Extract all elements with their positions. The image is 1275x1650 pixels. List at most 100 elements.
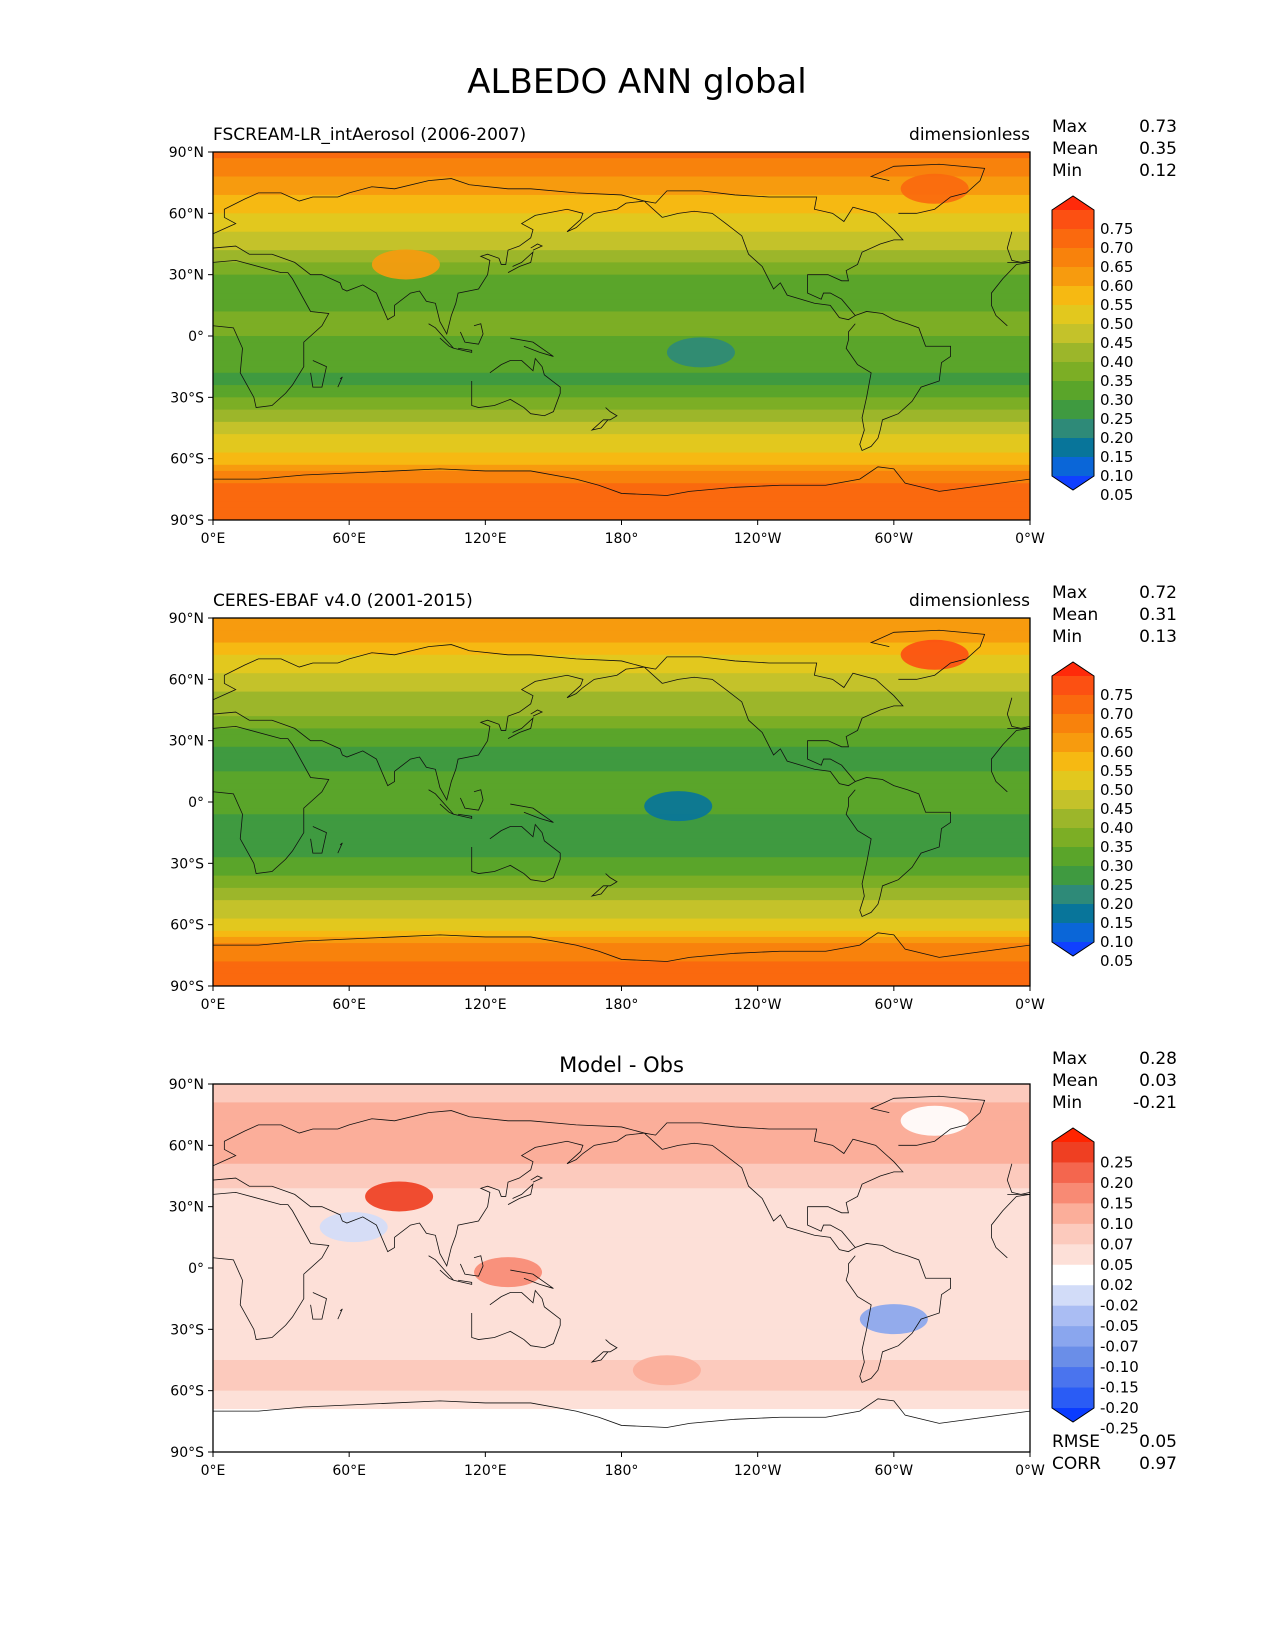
zonal-band xyxy=(213,648,1030,656)
zonal-band xyxy=(213,710,1030,717)
zonal-band xyxy=(213,1360,1030,1367)
coastline xyxy=(507,251,534,273)
zonal-band xyxy=(213,1200,1030,1208)
colorbar-tick-label: 0.35 xyxy=(1100,838,1133,856)
colorbar-tick-label: 0.45 xyxy=(1100,800,1133,818)
colorbar-segment xyxy=(1052,923,1094,943)
zonal-band xyxy=(213,1427,1030,1435)
zonal-band xyxy=(213,428,1030,435)
zonal-band xyxy=(213,1114,1030,1122)
colorbar-tick-label: 0.25 xyxy=(1100,1153,1133,1171)
zonal-band xyxy=(213,1286,1030,1294)
zonal-band xyxy=(213,225,1030,233)
zonal-band xyxy=(213,808,1030,815)
coastline xyxy=(845,777,951,918)
zonal-band xyxy=(213,391,1030,398)
coastline xyxy=(213,1191,330,1340)
zonal-band xyxy=(213,440,1030,447)
zonal-band xyxy=(213,366,1030,374)
colorbar-tick-label: 0.45 xyxy=(1100,334,1133,352)
region-greenland xyxy=(900,1105,969,1136)
zonal-band xyxy=(213,691,1030,699)
colorbar-tick-label: 0.05 xyxy=(1100,1256,1133,1274)
zonal-band xyxy=(213,832,1030,840)
stat-value-min: 0.13 xyxy=(1139,627,1177,647)
zonal-band xyxy=(213,881,1030,889)
colorbar-segment xyxy=(1052,752,1094,772)
zonal-band xyxy=(213,1445,1030,1452)
zonal-band xyxy=(213,342,1030,349)
colorbar-segment xyxy=(1052,286,1094,306)
xtick-label: 180° xyxy=(605,531,639,547)
zonal-band xyxy=(213,789,1030,797)
ytick-label: 0° xyxy=(188,1261,204,1277)
colorbar-segment xyxy=(1052,1223,1094,1245)
colorbar-extend-min xyxy=(1052,942,1094,956)
ytick-label: 60°S xyxy=(170,1384,204,1400)
zonal-band xyxy=(213,1323,1030,1330)
colorbar-extend-min xyxy=(1052,476,1094,490)
zonal-band xyxy=(213,286,1030,294)
zonal-band xyxy=(213,323,1030,331)
zonal-band xyxy=(213,262,1030,270)
zonal-band xyxy=(213,863,1030,871)
zonal-band xyxy=(213,237,1030,245)
ytick-label: 90°N xyxy=(169,1077,204,1093)
colorbar-tick-label: 0.70 xyxy=(1100,705,1133,723)
colorbar-segment xyxy=(1052,229,1094,249)
zonal-band xyxy=(213,894,1030,901)
zonal-band xyxy=(213,360,1030,368)
zonal-band xyxy=(213,317,1030,325)
stat-value-mean: 0.35 xyxy=(1139,139,1177,159)
zonal-band xyxy=(213,1384,1030,1392)
ytick-label: 90°S xyxy=(170,513,204,529)
zonal-band xyxy=(213,1163,1030,1171)
coastline xyxy=(213,466,1030,496)
colorbar-tick-label: 0.15 xyxy=(1100,914,1133,932)
coastline xyxy=(471,357,561,417)
xtick-label: 120°E xyxy=(464,1463,507,1479)
zonal-band xyxy=(213,1237,1030,1245)
coastline xyxy=(1006,1163,1030,1195)
zonal-band xyxy=(213,936,1030,944)
coastline xyxy=(460,1255,484,1277)
colorbar-tick-label: 0.55 xyxy=(1100,762,1133,780)
coastline xyxy=(471,823,561,883)
zonal-band xyxy=(213,1139,1030,1146)
zonal-band xyxy=(213,1188,1030,1195)
zonal-band xyxy=(213,1218,1030,1226)
colorbar-extend-max xyxy=(1052,196,1094,210)
ytick-label: 60°S xyxy=(170,452,204,468)
colorbar-segment xyxy=(1052,885,1094,905)
coastline xyxy=(213,178,645,336)
stat-value-rmse: 0.05 xyxy=(1139,1432,1177,1452)
coastline xyxy=(991,1194,1030,1259)
colorbar-extend-max xyxy=(1052,662,1094,676)
ytick-label: 30°N xyxy=(169,734,204,750)
zonal-band xyxy=(213,740,1030,748)
zonal-band xyxy=(213,630,1030,637)
colorbar-tick-label: 0.75 xyxy=(1100,686,1133,704)
colorbar-tick-label: 0.20 xyxy=(1100,429,1133,447)
zonal-band xyxy=(213,1206,1030,1214)
zonal-band xyxy=(213,703,1030,711)
zonal-band xyxy=(213,280,1030,288)
colorbar-segment xyxy=(1052,267,1094,287)
coastline xyxy=(213,644,645,802)
zonal-band xyxy=(213,164,1030,171)
xtick-label: 60°E xyxy=(332,531,366,547)
zonal-band xyxy=(213,906,1030,913)
coastline xyxy=(590,873,618,897)
zonal-band xyxy=(213,182,1030,190)
zonal-band xyxy=(213,1310,1030,1318)
region-tibetan-plateau xyxy=(365,1181,434,1212)
zonal-band xyxy=(213,752,1030,760)
zonal-band xyxy=(213,826,1030,834)
zonal-band xyxy=(213,930,1030,938)
zonal-band xyxy=(213,1120,1030,1128)
zonal-band xyxy=(213,507,1030,515)
colorbar-tick-label: 0.40 xyxy=(1100,353,1133,371)
stat-value-max: 0.28 xyxy=(1139,1049,1177,1069)
colorbar-tick-label: 0.07 xyxy=(1100,1235,1133,1253)
zonal-band xyxy=(213,495,1030,503)
